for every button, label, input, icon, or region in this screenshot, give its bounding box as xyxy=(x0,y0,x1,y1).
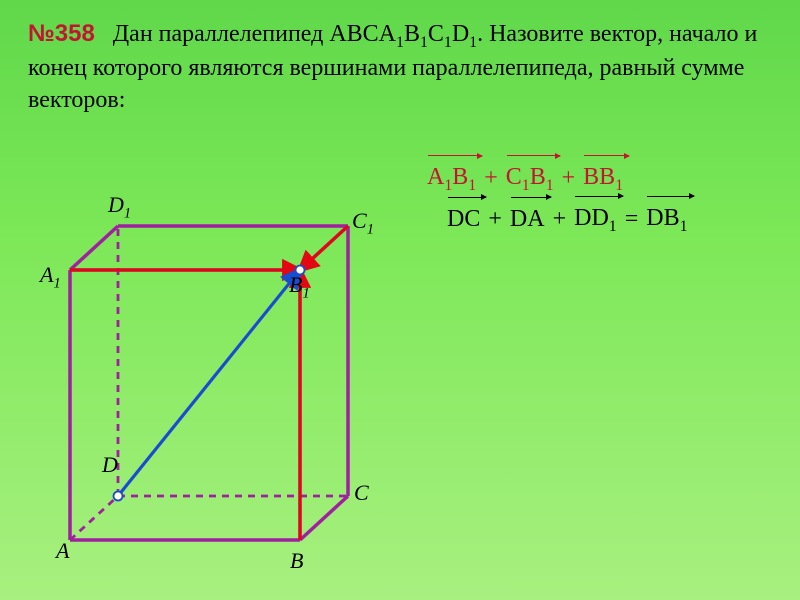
parallelepiped-diagram: ABCDA1B1C1D1 xyxy=(58,190,378,560)
vertex-label-A1: A1 xyxy=(40,262,61,292)
vertex-label-B1: B1 xyxy=(289,272,310,302)
vertex-label-D1: D1 xyxy=(108,192,131,222)
diagram-svg xyxy=(58,190,378,560)
equation-block: A1B1 + C1B1 + BB1 DC + DA + DD1 = DB1 xyxy=(425,158,690,240)
equation-row-1: A1B1 + C1B1 + BB1 xyxy=(425,158,690,199)
problem-statement: №358 Дан параллелепипед АВСA1B1C1D1. Наз… xyxy=(0,0,800,116)
vertex-label-C: C xyxy=(354,480,369,506)
vertex-label-C1: C1 xyxy=(352,208,374,238)
vertex-label-B: B xyxy=(290,548,303,574)
equation-row-2: DC + DA + DD1 = DB1 xyxy=(425,199,690,240)
vertex-label-A: A xyxy=(56,538,69,564)
vertex-label-D: D xyxy=(102,452,118,478)
problem-number: №358 xyxy=(28,20,95,47)
